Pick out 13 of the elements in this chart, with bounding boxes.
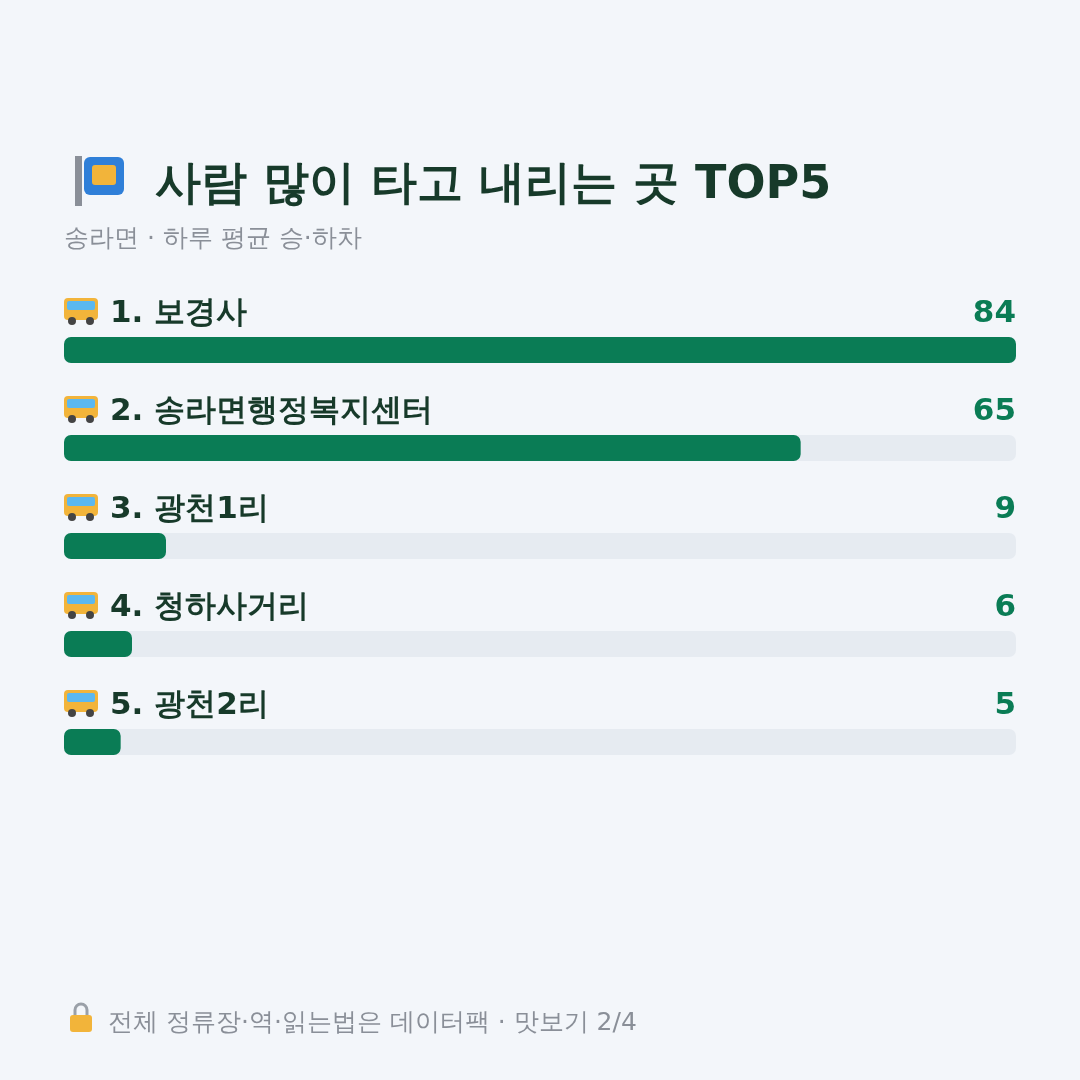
chart-subtitle: 송라면 · 하루 평균 승·하차 [64,223,362,252]
y-tick-label: 3. 광천1리 [110,489,269,525]
chart-title: 사람 많이 타고 내리는 곳 TOP5 [155,155,832,209]
data-label: 6 [994,587,1016,623]
y-tick-label: 4. 청하사거리 [110,587,310,623]
data-label: 5 [994,685,1016,721]
text: 전체 정류장·역·읽는법은 데이터팩 · 맛보기 2/4 [108,1007,637,1036]
data-label: 65 [972,391,1016,427]
data-label: 9 [994,489,1016,525]
y-tick-label: 2. 송라면행정복지센터 [110,391,434,427]
y-tick-label: 1. 보경사 [110,293,248,329]
y-tick-label: 5. 광천2리 [110,685,269,721]
data-label: 84 [972,293,1016,329]
